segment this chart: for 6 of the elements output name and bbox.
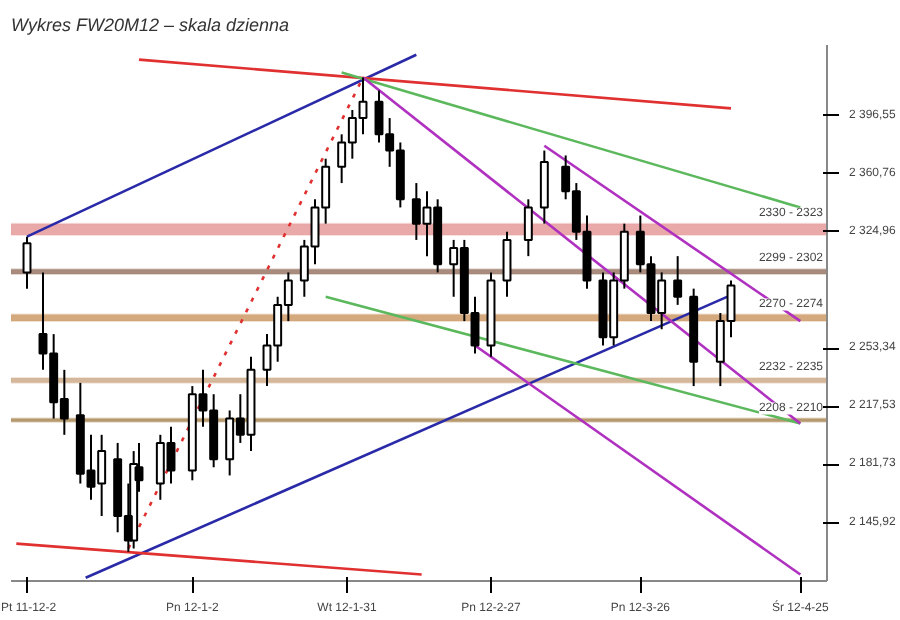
candlestick xyxy=(673,255,683,306)
candlestick xyxy=(539,149,549,225)
candlestick xyxy=(523,198,533,258)
candlestick xyxy=(502,230,512,298)
chart-title: Wykres FW20M12 – skala dzienna xyxy=(11,15,290,35)
candlestick xyxy=(22,235,32,290)
